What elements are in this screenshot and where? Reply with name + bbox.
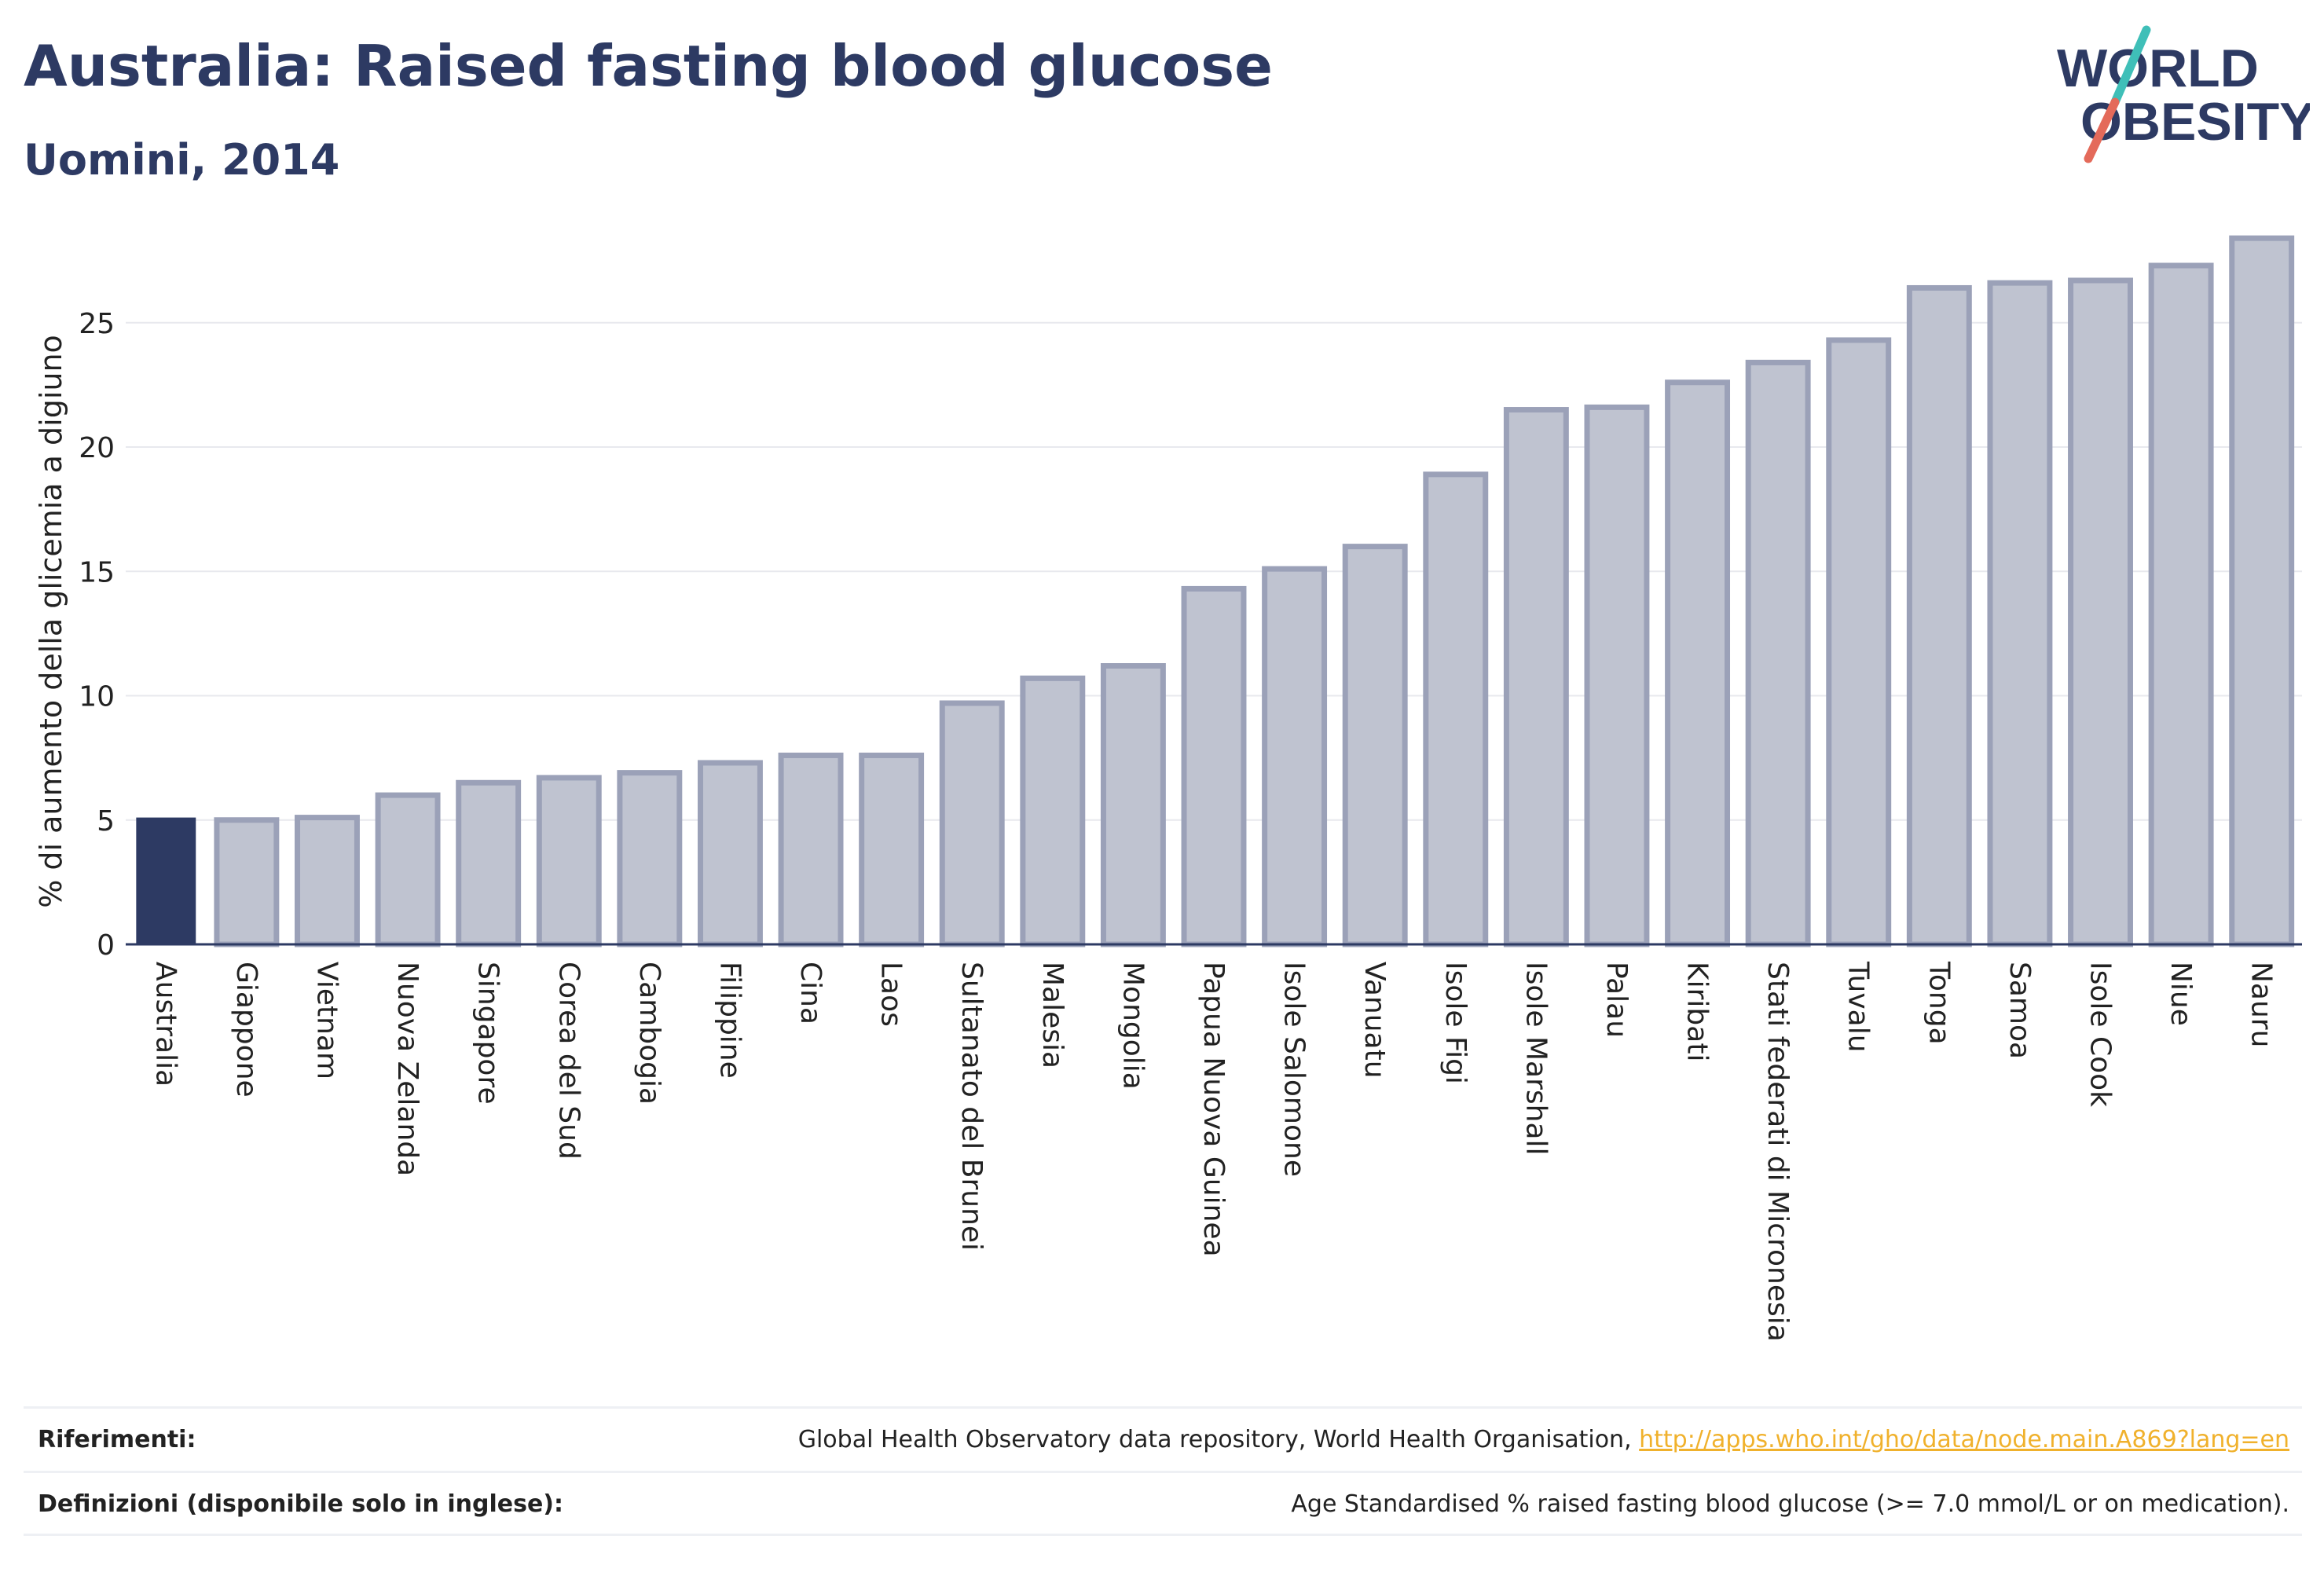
x-tick-label: Giappone	[230, 962, 262, 1098]
bar	[697, 760, 763, 947]
y-axis-label: % di aumento della glicemia a digiuno	[34, 335, 68, 908]
bar	[136, 817, 196, 944]
references-value: Global Health Observatory data repositor…	[798, 1426, 2289, 1453]
bar	[1181, 585, 1247, 947]
bar	[778, 752, 844, 947]
x-tick-label: Isole Cook	[2084, 962, 2117, 1107]
x-tick-label: Singapore	[472, 962, 504, 1105]
bar	[1503, 407, 1569, 947]
bar	[1665, 379, 1731, 947]
world-obesity-logo: WORLD OBESITY	[2057, 25, 2310, 163]
bar	[1745, 359, 1811, 947]
y-tick-label: 20	[79, 432, 115, 464]
bar	[2229, 235, 2295, 947]
x-tick-label: Mongolia	[1116, 962, 1149, 1090]
y-tick-label: 0	[97, 929, 115, 962]
x-tick-label: Malesia	[1036, 962, 1069, 1068]
x-tick-label: Stati federati di Micronesia	[1761, 962, 1794, 1342]
x-tick-label: Papua Nuova Guinea	[1197, 962, 1230, 1257]
x-tick-label: Nauru	[2245, 962, 2278, 1047]
bar	[1100, 663, 1166, 947]
x-tick-label: Laos	[875, 962, 907, 1027]
x-tick-label: Vietnam	[310, 962, 343, 1079]
bar	[1987, 280, 2053, 947]
bar	[295, 815, 360, 947]
bar	[939, 700, 1005, 947]
x-tick-label: Isole Marshall	[1519, 962, 1552, 1156]
definitions-label: Definizioni (disponibile solo in inglese…	[38, 1490, 563, 1518]
references-text: Global Health Observatory data repositor…	[797, 1426, 1640, 1453]
y-tick-label: 10	[79, 681, 115, 713]
x-tick-label: Corea del Sud	[552, 962, 585, 1160]
bar	[1906, 284, 1972, 947]
y-tick-label: 25	[79, 308, 115, 340]
x-axis-ticks: Australia Giappone Vietnam Nuova Zelanda Sin…	[149, 961, 2277, 1342]
y-tick-label: 15	[79, 556, 115, 588]
references-link[interactable]: http://apps.who.int/gho/data/node.main.A…	[1639, 1426, 2289, 1453]
x-tick-label: Cambogia	[633, 962, 665, 1105]
bar	[1262, 566, 1328, 947]
definitions-text: Age Standardised % raised fasting blood …	[1291, 1490, 2289, 1518]
bar	[214, 817, 280, 947]
footer-divider	[24, 1534, 2302, 1536]
logo-slash-teal	[2110, 25, 2151, 107]
x-tick-label: Tonga	[1923, 961, 1955, 1045]
bar	[1020, 675, 1086, 947]
bars	[136, 235, 2295, 947]
y-tick-label: 5	[97, 805, 115, 837]
x-tick-label: Sultanato del Brunei	[955, 962, 988, 1251]
x-tick-label: Cina	[794, 962, 827, 1024]
bar	[1584, 404, 1650, 947]
references-label: Riferimenti:	[38, 1426, 196, 1453]
bar	[1423, 471, 1489, 947]
x-tick-label: Niue	[2165, 962, 2197, 1026]
bar	[536, 775, 602, 947]
y-axis-ticks: 0 5 10 15 20 25	[79, 308, 115, 962]
references-row: Riferimenti: Global Health Observatory d…	[24, 1406, 2302, 1472]
bar	[859, 752, 925, 947]
x-tick-label: Isole Figi	[1439, 962, 1472, 1084]
logo-slash-coral	[2084, 97, 2120, 163]
bar	[2068, 277, 2133, 947]
x-tick-label: Palau	[1600, 962, 1633, 1038]
x-tick-label: Vanuatu	[1358, 962, 1391, 1079]
x-tick-label: Samoa	[2003, 962, 2036, 1059]
x-tick-label: Australia	[149, 962, 181, 1087]
bar	[1342, 544, 1408, 947]
bar-chart: 0 5 10 15 20 25 Australia Giappone Vietnam Nuova…	[34, 235, 2302, 1342]
chart-title: Australia: Raised fasting blood glucose	[24, 33, 1273, 99]
chart-subtitle: Uomini, 2014	[24, 135, 340, 185]
bar	[617, 770, 683, 947]
bar	[1826, 337, 1892, 947]
logo-line-1: WORLD	[2057, 38, 2259, 98]
bar	[456, 779, 522, 947]
bar	[2148, 262, 2214, 947]
x-tick-label: Kiribati	[1681, 962, 1714, 1061]
x-tick-label: Filippine	[713, 962, 746, 1079]
x-tick-label: Nuova Zelanda	[391, 962, 423, 1176]
x-tick-label: Isole Salomone	[1278, 962, 1310, 1177]
bar	[375, 792, 441, 947]
x-tick-label: Tuvalu	[1842, 961, 1875, 1053]
definitions-row: Definizioni (disponibile solo in inglese…	[24, 1471, 2302, 1536]
